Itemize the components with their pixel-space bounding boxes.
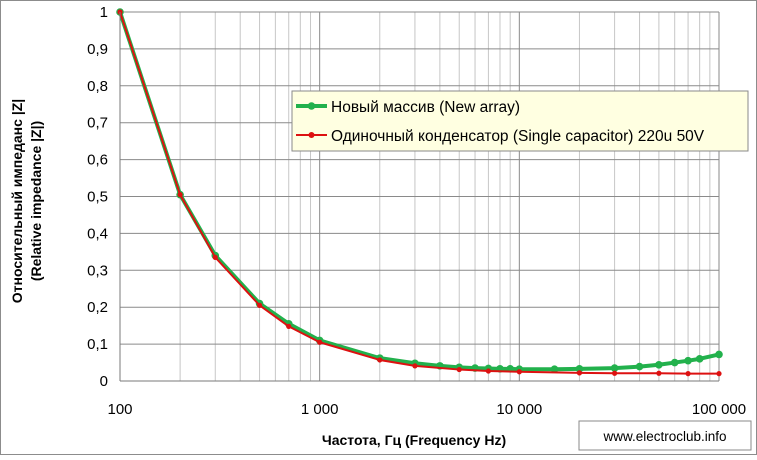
series-1-point — [177, 192, 183, 198]
y-tick-label: 0,7 — [87, 115, 108, 132]
y-tick-label: 0,1 — [87, 336, 108, 353]
series-1-point — [716, 371, 722, 377]
series-0-point — [655, 360, 663, 369]
series-1-point — [685, 371, 691, 377]
x-tick-label: 100 000 — [692, 401, 746, 418]
series-1-point — [286, 323, 292, 329]
series-1-point — [212, 254, 218, 260]
axes: 0 0,1 0,2 0,3 0,4 0,5 0,6 0,7 0,8 0,9 1 100 1 000 10 … — [87, 4, 746, 418]
series-1-point — [576, 370, 583, 376]
y-tick-label: 0,8 — [87, 78, 108, 95]
y-tick-label: 0,2 — [87, 299, 108, 316]
y-tick-label: 1 — [100, 4, 108, 21]
y-tick-label: 0,9 — [87, 41, 108, 58]
legend-marker-single-capacitor — [308, 132, 315, 138]
series-1-point — [611, 370, 618, 376]
legend: Новый массив (New array) Одиночный конде… — [291, 90, 749, 152]
series-1-point — [656, 370, 662, 376]
watermark-text: www.electroclub.info — [602, 429, 726, 444]
series-line-1 — [119, 11, 720, 375]
series-1-point — [516, 369, 522, 375]
series-1-point — [256, 302, 263, 308]
series-layer — [116, 8, 723, 377]
y-axis-title-line1: Относительный импеданс |Z| — [9, 99, 25, 303]
series-0-point — [695, 355, 704, 363]
series-0-point — [684, 356, 692, 365]
series-1-point — [485, 368, 492, 374]
legend-marker-new-array — [307, 102, 316, 110]
y-tick-label: 0,6 — [87, 152, 108, 169]
watermark-box — [578, 420, 752, 451]
x-axis-title: Частота, Гц (Frequency Hz) — [322, 432, 506, 448]
x-tick-label: 100 — [107, 401, 132, 418]
series-0-point — [550, 365, 559, 373]
legend-label-new-array: Новый массив (New array) — [331, 99, 520, 116]
y-axis-title-line2: (Relative impedance |Z|) — [28, 121, 44, 281]
series-1-point — [456, 366, 462, 373]
series-1-point — [412, 363, 418, 369]
y-tick-label: 0,3 — [87, 262, 108, 279]
x-tick-label: 1 000 — [301, 401, 339, 418]
series-0-point — [635, 362, 644, 371]
grid — [119, 11, 720, 382]
y-tick-label: 0,4 — [87, 225, 108, 242]
series-0-point — [610, 364, 619, 372]
series-1-point — [317, 339, 323, 345]
y-tick-label: 0,5 — [87, 189, 108, 206]
legend-label-single-capacitor: Одиночный конденсатор (Single capacitor)… — [331, 128, 705, 145]
series-1-point — [377, 357, 383, 363]
y-tick-label: 0 — [100, 373, 108, 390]
series-0-point — [575, 365, 584, 373]
x-tick-label: 10 000 — [496, 401, 542, 418]
series-0-point — [715, 350, 723, 359]
legend-box — [291, 90, 749, 152]
series-0-point — [670, 358, 679, 367]
